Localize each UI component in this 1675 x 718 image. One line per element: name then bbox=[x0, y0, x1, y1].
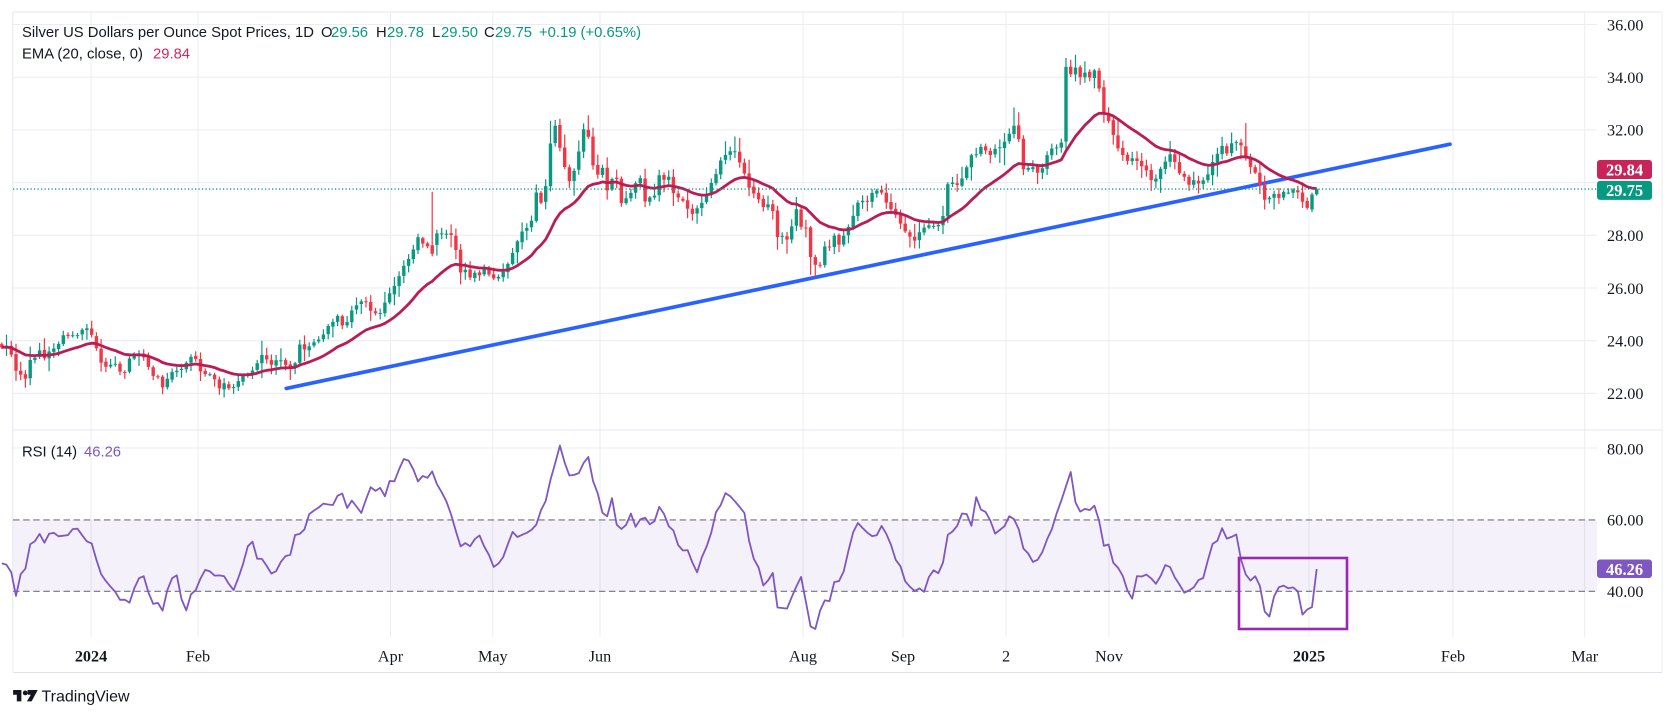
svg-text:C: C bbox=[484, 25, 495, 41]
svg-text:2024: 2024 bbox=[75, 648, 107, 666]
svg-text:TradingView: TradingView bbox=[42, 689, 130, 706]
svg-text:2025: 2025 bbox=[1293, 648, 1325, 666]
svg-text:O: O bbox=[321, 25, 333, 41]
svg-text:29.75: 29.75 bbox=[1606, 181, 1643, 200]
svg-text:L: L bbox=[432, 25, 440, 41]
svg-text:46.26: 46.26 bbox=[84, 445, 121, 461]
svg-text:Mar: Mar bbox=[1571, 648, 1599, 666]
svg-text:RSI (14): RSI (14) bbox=[22, 445, 77, 461]
svg-text:29.50: 29.50 bbox=[441, 25, 478, 41]
svg-text:40.00: 40.00 bbox=[1607, 583, 1643, 601]
svg-text:Feb: Feb bbox=[1441, 648, 1465, 666]
svg-text:60.00: 60.00 bbox=[1607, 512, 1643, 530]
svg-text:22.00: 22.00 bbox=[1607, 385, 1643, 403]
svg-text:+0.19 (+0.65%): +0.19 (+0.65%) bbox=[539, 25, 641, 41]
svg-text:2: 2 bbox=[1002, 648, 1010, 666]
svg-text:26.00: 26.00 bbox=[1607, 280, 1643, 298]
svg-text:EMA (20, close, 0): EMA (20, close, 0) bbox=[22, 47, 143, 63]
svg-text:80.00: 80.00 bbox=[1607, 440, 1643, 458]
svg-text:28.00: 28.00 bbox=[1607, 227, 1643, 245]
svg-text:Silver US Dollars per Ounce Sp: Silver US Dollars per Ounce Spot Prices,… bbox=[22, 25, 314, 41]
svg-text:36.00: 36.00 bbox=[1607, 16, 1643, 34]
svg-text:32.00: 32.00 bbox=[1607, 122, 1643, 140]
svg-text:H: H bbox=[376, 25, 387, 41]
svg-text:24.00: 24.00 bbox=[1607, 333, 1643, 351]
svg-text:Jun: Jun bbox=[589, 648, 612, 666]
svg-text:Nov: Nov bbox=[1095, 648, 1124, 666]
svg-text:Sep: Sep bbox=[891, 648, 915, 666]
svg-text:29.56: 29.56 bbox=[331, 25, 368, 41]
svg-text:46.26: 46.26 bbox=[1606, 560, 1643, 579]
svg-text:34.00: 34.00 bbox=[1607, 69, 1643, 87]
svg-text:29.75: 29.75 bbox=[495, 25, 532, 41]
svg-text:Feb: Feb bbox=[186, 648, 210, 666]
svg-text:Aug: Aug bbox=[789, 648, 817, 666]
svg-text:May: May bbox=[478, 648, 509, 666]
svg-text:29.78: 29.78 bbox=[387, 25, 424, 41]
svg-text:Apr: Apr bbox=[378, 648, 404, 666]
svg-text:29.84: 29.84 bbox=[1606, 160, 1643, 179]
svg-text:29.84: 29.84 bbox=[153, 47, 190, 63]
